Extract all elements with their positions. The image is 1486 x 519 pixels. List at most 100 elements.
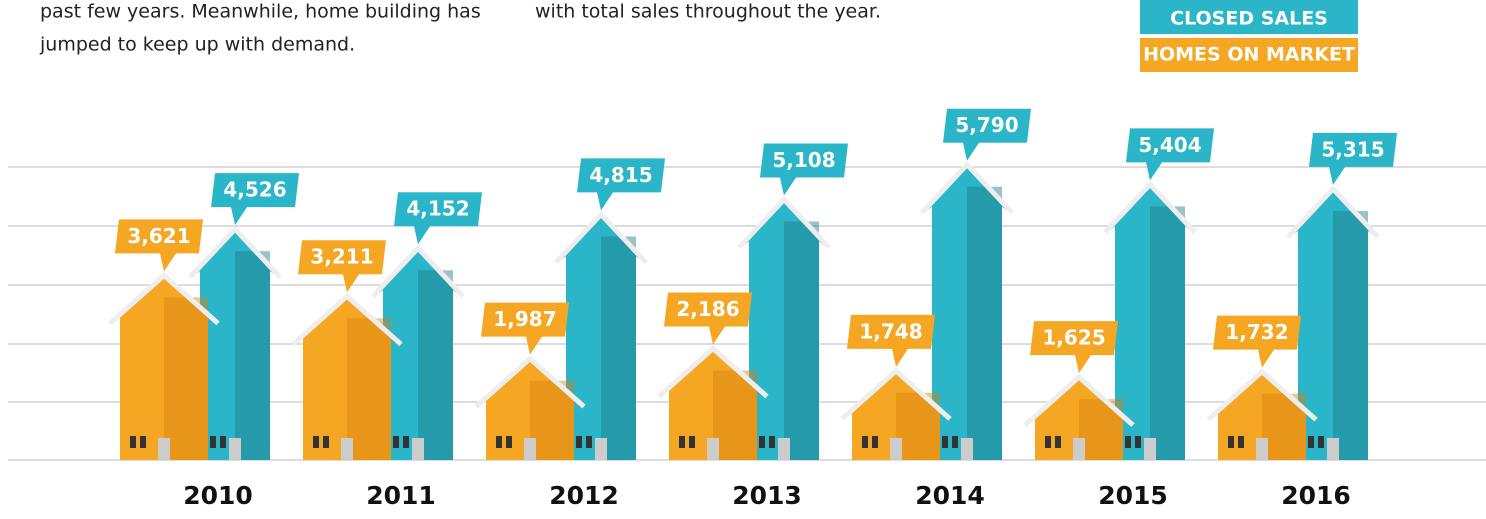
roof-edge <box>188 225 282 279</box>
window <box>952 436 958 448</box>
x-tick-label: 2010 <box>183 481 253 510</box>
house-shade <box>235 251 270 460</box>
x-tick-label: 2011 <box>366 481 436 510</box>
window <box>506 436 512 448</box>
window <box>1125 436 1131 448</box>
house-bar <box>661 348 765 460</box>
callout <box>943 108 1031 161</box>
roof-edge <box>554 210 648 265</box>
value-label: 5,404 <box>1138 133 1201 157</box>
house <box>474 355 586 460</box>
roof-edge <box>737 195 831 250</box>
house <box>1023 373 1135 460</box>
intro-line: with total sales throughout the year. <box>535 1 881 23</box>
house-bar <box>1107 184 1193 460</box>
house-bar <box>1210 371 1314 460</box>
house-shade <box>1150 206 1185 460</box>
house <box>188 225 282 460</box>
callout <box>847 314 935 367</box>
house <box>371 244 465 460</box>
value-label: 4,526 <box>223 178 286 202</box>
legend-swatch <box>1140 0 1358 34</box>
value-label: 5,315 <box>1321 137 1384 161</box>
x-tick-label: 2016 <box>1281 481 1351 510</box>
house-bar <box>375 248 461 460</box>
window <box>1238 436 1244 448</box>
roof-edge <box>371 244 465 298</box>
house-bar <box>1290 188 1376 460</box>
door <box>1073 438 1085 460</box>
house <box>1206 368 1318 460</box>
callout <box>577 158 665 211</box>
house-shade <box>713 370 757 460</box>
roof-edge <box>1023 373 1135 427</box>
x-tick-label: 2014 <box>915 481 985 510</box>
window <box>872 436 878 448</box>
house-bar <box>112 275 216 460</box>
house-shade <box>784 221 819 460</box>
house-bar <box>924 164 1010 460</box>
window <box>140 436 146 448</box>
intro-line: jumped to keep up with demand. <box>39 34 355 56</box>
house-shade <box>418 270 453 460</box>
value-label: 3,211 <box>310 245 373 269</box>
callout <box>664 292 752 345</box>
value-label: 5,108 <box>772 148 835 172</box>
house-shade <box>347 318 391 460</box>
roof-edge <box>474 355 586 409</box>
callout <box>481 302 569 355</box>
x-tick-label: 2013 <box>732 481 802 510</box>
roof-edge <box>657 345 769 399</box>
window <box>403 436 409 448</box>
door <box>1144 438 1156 460</box>
house-bar <box>295 296 399 460</box>
door <box>341 438 353 460</box>
x-tick-label: 2012 <box>549 481 619 510</box>
door <box>1327 438 1339 460</box>
window <box>210 436 216 448</box>
window <box>942 436 948 448</box>
door <box>778 438 790 460</box>
window <box>769 436 775 448</box>
intro-line: past few years. Meanwhile, home building… <box>40 1 481 23</box>
house <box>291 292 403 460</box>
value-label: 5,790 <box>955 113 1018 137</box>
house <box>920 161 1014 460</box>
house-bar <box>1027 377 1131 460</box>
callout <box>115 219 203 272</box>
house-bar <box>844 370 948 460</box>
value-label: 4,152 <box>406 197 469 221</box>
roof-edge <box>1286 185 1380 239</box>
roof-edge <box>1103 180 1197 235</box>
door <box>707 438 719 460</box>
window <box>1045 436 1051 448</box>
legend-label: HOMES ON MARKET <box>1143 44 1355 66</box>
window <box>313 436 319 448</box>
callout <box>211 173 299 226</box>
value-label: 4,815 <box>589 163 652 187</box>
door <box>158 438 170 460</box>
house-bar <box>192 229 278 460</box>
door <box>229 438 241 460</box>
house-shade <box>601 236 636 460</box>
window <box>393 436 399 448</box>
window <box>1318 436 1324 448</box>
callout <box>760 143 848 196</box>
roof-edge <box>920 161 1014 215</box>
window <box>576 436 582 448</box>
callout <box>1213 315 1301 368</box>
window <box>689 436 695 448</box>
window <box>1135 436 1141 448</box>
window <box>586 436 592 448</box>
window <box>679 436 685 448</box>
callout <box>298 240 386 293</box>
house <box>1103 180 1197 460</box>
roof-edge <box>1206 368 1318 422</box>
roof-edge <box>108 271 220 326</box>
callout <box>394 192 482 245</box>
window <box>220 436 226 448</box>
door <box>1256 438 1268 460</box>
house-shade <box>1333 210 1368 460</box>
